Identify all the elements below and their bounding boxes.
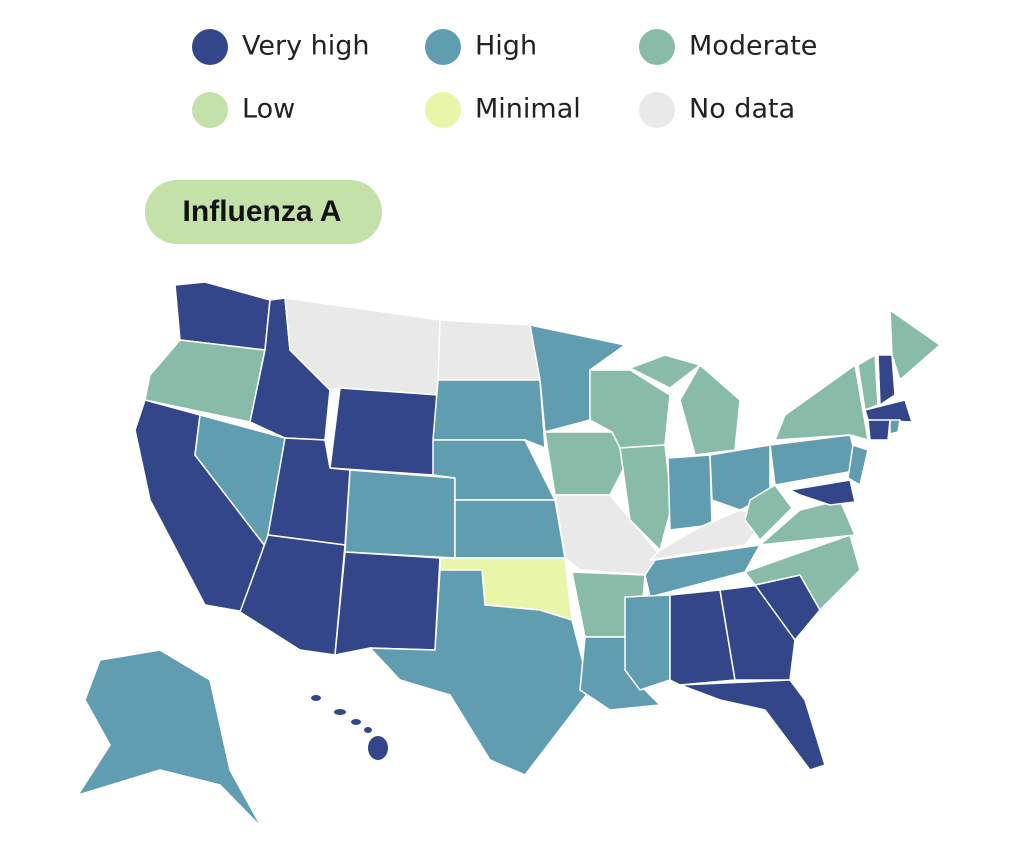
state	[669, 589, 736, 686]
state	[667, 454, 713, 531]
state	[769, 434, 861, 486]
state	[77, 649, 263, 829]
state	[679, 679, 826, 771]
legend-label: Low	[242, 94, 295, 125]
state	[889, 309, 941, 381]
state	[544, 431, 629, 496]
state	[624, 594, 671, 691]
legend-swatch	[639, 29, 675, 65]
legend-swatch	[192, 29, 228, 65]
state	[344, 469, 456, 559]
legend-swatch	[192, 92, 228, 128]
state	[629, 354, 701, 389]
state	[847, 444, 869, 486]
state	[174, 281, 271, 351]
legend-label: High	[475, 31, 537, 62]
state	[877, 354, 896, 406]
state	[789, 479, 856, 506]
state	[619, 444, 673, 551]
state	[867, 419, 891, 441]
state	[311, 695, 388, 760]
legend: Very high High Moderate Low Minimal No data	[192, 29, 817, 128]
legend-swatch	[639, 92, 675, 128]
state	[774, 364, 869, 441]
legend-label: Very high	[242, 31, 370, 62]
state	[744, 484, 793, 541]
state	[329, 387, 439, 476]
state	[437, 319, 541, 381]
state	[889, 419, 901, 435]
state	[454, 499, 566, 559]
legend-label: No data	[689, 94, 795, 125]
state	[432, 379, 546, 449]
legend-label: Minimal	[475, 94, 581, 125]
title-pill	[145, 180, 382, 244]
map-title: Influenza A	[183, 195, 342, 228]
state	[719, 584, 796, 681]
state	[679, 364, 741, 456]
us-map	[77, 281, 941, 829]
state	[864, 399, 913, 423]
state	[644, 544, 761, 598]
legend-label: Moderate	[689, 31, 817, 62]
state	[857, 354, 879, 411]
legend-swatch	[425, 92, 461, 128]
state	[334, 551, 441, 656]
state	[369, 569, 591, 776]
state	[144, 339, 266, 423]
legend-swatch	[425, 29, 461, 65]
